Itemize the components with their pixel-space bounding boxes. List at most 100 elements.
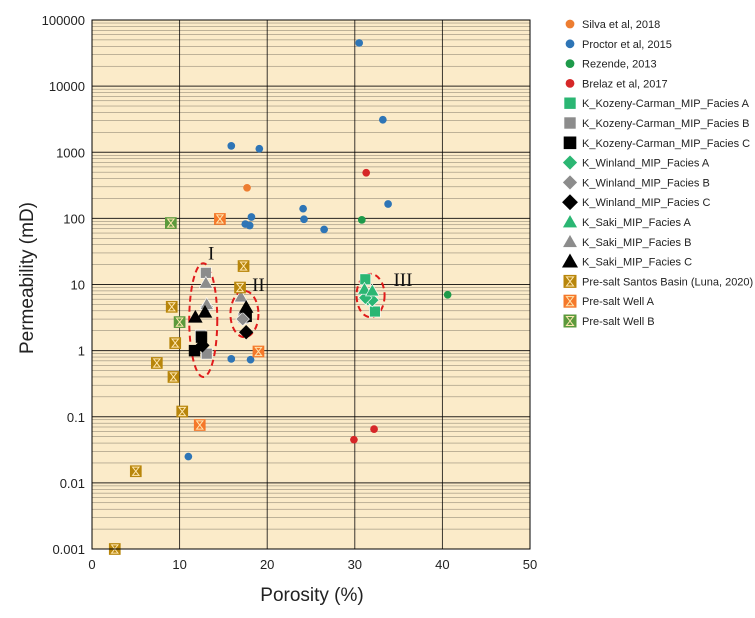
axes: 0 10 20 30 40 50 0.001 0.01 0.1 1 10 100 1000 10000 10… xyxy=(42,13,538,572)
data-point-s13-p7 xyxy=(234,281,246,294)
legend-label-0: Silva et al, 2018 xyxy=(582,19,660,31)
data-point-s10-p0 xyxy=(357,281,372,295)
legend-marker-10 xyxy=(561,213,579,228)
legend-marker-2 xyxy=(565,59,575,68)
data-point-s10-p1 xyxy=(365,283,380,297)
data-point-s11-p0 xyxy=(198,275,214,289)
legend-label-5: K_Kozeny-Carman_MIP_Facies B xyxy=(582,118,750,130)
region-label-III: III xyxy=(393,270,412,291)
data-point-s15-p0-glyph xyxy=(166,218,176,228)
data-point-s3-p2 xyxy=(350,435,358,444)
legend-label-8: K_Winland_MIP_Facies B xyxy=(582,177,710,189)
x-tick-label: 40 xyxy=(435,557,449,572)
legend-label-1: Proctor et al, 2015 xyxy=(582,39,672,51)
x-tick-label: 20 xyxy=(260,557,274,572)
data-point-s1-p11 xyxy=(227,355,236,363)
data-point-s1-p12 xyxy=(246,355,255,364)
region-label-II: II xyxy=(252,275,265,296)
data-point-s3-p1 xyxy=(370,425,378,433)
data-point-s2-p1 xyxy=(443,290,452,299)
data-point-s1-p0 xyxy=(355,39,364,47)
data-point-s13-p8 xyxy=(237,260,250,272)
legend-marker-13 xyxy=(563,274,577,288)
y-tick-label: 10000 xyxy=(49,79,85,94)
data-point-s1-p4 xyxy=(384,200,392,208)
legend-label-13: Pre-salt Santos Basin (Luna, 2020) xyxy=(582,276,753,288)
data-point-s14-p2-glyph xyxy=(254,346,263,357)
legend-marker-14 xyxy=(563,294,577,308)
y-tick-label: 0.001 xyxy=(52,542,85,557)
data-point-s6-p0 xyxy=(188,344,201,357)
x-tick-label: 10 xyxy=(172,557,186,572)
data-point-s1-p1 xyxy=(378,115,387,124)
data-point-s13-p4-glyph xyxy=(169,372,178,382)
data-point-s13-p5 xyxy=(169,337,182,349)
legend-label-3: Brelaz et al, 2017 xyxy=(582,78,668,90)
legend-marker-4 xyxy=(563,96,577,110)
data-point-s5-p2 xyxy=(201,347,213,360)
y-tick-label: 10 xyxy=(71,278,85,293)
legend-label-7: K_Winland_MIP_Facies A xyxy=(582,158,710,170)
data-point-s15-p0 xyxy=(164,217,177,229)
x-tick-label: 50 xyxy=(523,557,537,572)
x-tick-label: 0 xyxy=(88,557,95,572)
data-point-s4-p1 xyxy=(369,305,381,318)
data-point-s13-p3 xyxy=(150,357,163,369)
legend-marker-9 xyxy=(562,194,578,211)
data-point-s1-p5 xyxy=(299,204,307,213)
legend-marker-7 xyxy=(562,154,578,171)
data-point-s4-p0 xyxy=(359,273,372,285)
legend-label-6: K_Kozeny-Carman_MIP_Facies C xyxy=(582,138,750,150)
legend-marker-8 xyxy=(562,174,578,191)
data-point-s13-p1-glyph xyxy=(131,466,141,476)
legend-marker-6 xyxy=(563,136,577,150)
data-point-s11-p1 xyxy=(233,289,249,303)
data-point-s1-p9 xyxy=(245,221,254,230)
legend-label-9: K_Winland_MIP_Facies C xyxy=(582,197,710,209)
plot-frame xyxy=(91,19,531,550)
data-point-s12-p1 xyxy=(197,304,213,318)
legend-marker-0 xyxy=(565,19,575,29)
data-point-s3-p0 xyxy=(362,168,371,177)
legend-marker-15-glyph xyxy=(565,315,575,327)
y-tick-label: 100 xyxy=(63,211,85,226)
data-point-s13-p6 xyxy=(165,300,178,313)
y-tick-label: 0.1 xyxy=(67,410,85,425)
data-point-s14-p0 xyxy=(214,213,226,225)
data-point-s13-p5-glyph xyxy=(170,338,180,348)
y-axis-title: Permeability (mD) xyxy=(17,202,38,354)
data-points xyxy=(108,39,452,555)
legend-marker-12 xyxy=(561,253,579,268)
data-point-s13-p7-glyph xyxy=(235,282,245,293)
x-tick-label: 30 xyxy=(348,557,362,572)
data-point-s1-p13 xyxy=(184,452,193,461)
data-point-s13-p1 xyxy=(129,465,142,478)
data-point-s13-p2 xyxy=(176,405,189,418)
legend-marker-15 xyxy=(563,314,577,328)
data-point-s9-p1 xyxy=(239,325,254,340)
data-point-s1-p3 xyxy=(255,144,264,153)
region-label-I: I xyxy=(208,243,214,264)
data-point-s1-p6 xyxy=(247,213,256,221)
data-point-s13-p3-glyph xyxy=(152,358,162,368)
legend-marker-13-glyph xyxy=(565,276,575,287)
data-point-s0-p0 xyxy=(243,183,251,192)
legend-label-15: Pre-salt Well B xyxy=(582,316,655,328)
y-tick-label: 1000 xyxy=(56,145,85,160)
legend-label-10: K_Saki_MIP_Facies A xyxy=(582,217,691,229)
legend-label-4: K_Kozeny-Carman_MIP_Facies A xyxy=(582,98,750,110)
legend-label-2: Rezende, 2013 xyxy=(582,59,657,71)
data-point-s15-p1-glyph xyxy=(175,317,184,327)
data-point-s13-p2-glyph xyxy=(177,406,187,417)
highlight-ellipse-II xyxy=(229,289,260,339)
legend-marker-11 xyxy=(561,233,579,248)
legend-label-12: K_Saki_MIP_Facies C xyxy=(582,257,692,269)
data-point-s12-p2 xyxy=(238,300,254,313)
data-point-s14-p1-glyph xyxy=(195,420,204,430)
data-point-s13-p4 xyxy=(167,371,180,383)
data-point-s15-p1 xyxy=(173,316,186,328)
data-point-s14-p2 xyxy=(252,345,265,358)
grid-lines xyxy=(91,20,531,550)
